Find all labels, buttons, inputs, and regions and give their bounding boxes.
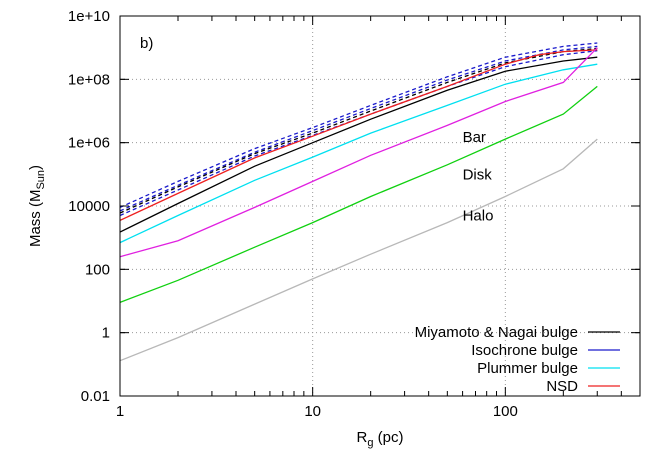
series-layer [119, 42, 598, 362]
legend-entry-label: Plummer bulge [477, 360, 578, 377]
y-tick-label: 100 [85, 261, 110, 278]
series-line-6 [119, 49, 598, 221]
y-axis-label-sub: Sun [35, 170, 47, 190]
annotation-label: Bar [463, 129, 486, 146]
x-axis-label: Rg (pc) [357, 429, 404, 449]
plot-frame [119, 15, 641, 397]
series-line-9 [119, 85, 598, 304]
y-tick-label: 10000 [68, 198, 110, 215]
y-axis-label-main: Mass (M [27, 190, 44, 248]
series-line-10 [119, 138, 598, 362]
y-axis-label: Mass (MSun) [27, 165, 47, 247]
y-tick-label: 1 [102, 325, 110, 342]
legend-entry-label: Miyamoto & Nagai bulge [415, 324, 578, 341]
annotations: Bar Disk Halo [463, 129, 494, 224]
annotation-label: Disk [463, 166, 493, 183]
grid [120, 16, 640, 396]
series-line-7 [119, 63, 598, 244]
series-line-1 [119, 42, 598, 208]
x-tick-label: 1 [116, 403, 124, 420]
ticks: 1 10 100 0.01 1 100 10000 1e+06 1e+08 1e+10 [68, 8, 641, 420]
series-line-5 [119, 56, 598, 233]
y-tick-label: 1e+08 [68, 71, 110, 88]
y-axis-label-end: ) [27, 165, 44, 170]
series-line-3 [119, 50, 598, 217]
series-line-8 [119, 47, 598, 258]
y-tick-label: 1e+10 [68, 8, 110, 25]
y-tick-label: 0.01 [81, 388, 110, 405]
legend-entry-label: Isochrone bulge [471, 342, 578, 359]
panel-label: b) [140, 35, 153, 52]
series-line-2 [119, 45, 598, 212]
series-line-4 [119, 47, 598, 214]
x-axis-label-unit: (pc) [373, 429, 403, 446]
y-tick-label: 1e+06 [68, 135, 110, 152]
legend-entry-label: NSD [546, 378, 578, 395]
x-tick-label: 100 [493, 403, 518, 420]
x-axis-label-sub: g [367, 437, 373, 449]
x-axis-label-main: R [357, 429, 368, 446]
annotation-label: Halo [463, 208, 494, 225]
x-tick-label: 10 [304, 403, 321, 420]
